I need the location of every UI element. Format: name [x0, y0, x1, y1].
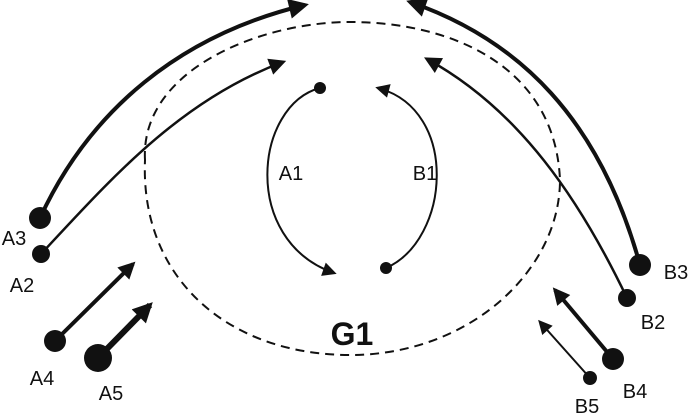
- agent-b5-arrow: [538, 319, 591, 379]
- agent-b5-label: B5: [575, 396, 599, 418]
- agent-b4-label: B4: [623, 381, 647, 403]
- agent-b3-dot: [629, 254, 651, 276]
- agent-a5: A5: [84, 302, 153, 405]
- arc-b1-label: B1: [413, 163, 437, 185]
- arc-b1-path: [375, 84, 438, 269]
- agent-a2-arrow: [40, 58, 287, 255]
- agent-b2-label: B2: [641, 312, 665, 334]
- inner-arc-a1: A1: [266, 82, 337, 276]
- agent-b4: B4: [552, 287, 647, 403]
- inner-arc-b1: B1: [375, 84, 438, 274]
- agent-a3-arrow: [38, 0, 309, 219]
- agent-b2: B2: [424, 57, 665, 334]
- agent-a4-arrow: [53, 261, 136, 343]
- agent-a2-dot: [32, 245, 50, 263]
- agent-a4-dot: [44, 330, 66, 352]
- agent-b2-arrow: [424, 57, 629, 299]
- agent-a3-label: A3: [2, 228, 26, 250]
- agent-b2-dot: [618, 289, 636, 307]
- agent-a3: A3: [2, 0, 309, 250]
- agent-a5-dot: [84, 344, 112, 372]
- group-label-g1: G1: [331, 316, 374, 352]
- agent-a3-dot: [29, 207, 51, 229]
- agent-b4-arrow: [552, 287, 615, 361]
- group-boundary-g1: [143, 20, 562, 357]
- agent-b3-arrow: [406, 0, 642, 266]
- agent-a5-label: A5: [99, 383, 123, 405]
- arc-a1-path: [266, 87, 337, 276]
- arc-a1-label: A1: [279, 163, 303, 185]
- agent-b5: B5: [538, 319, 599, 418]
- agent-a2: A2: [10, 58, 287, 297]
- agent-a2-label: A2: [10, 275, 34, 297]
- agent-b4-dot: [602, 348, 624, 370]
- agent-b3-label: B3: [664, 262, 688, 284]
- agent-a4-label: A4: [30, 368, 54, 390]
- agent-b3: B3: [406, 0, 688, 284]
- agent-a4: A4: [30, 261, 136, 390]
- agent-b5-dot: [583, 371, 597, 385]
